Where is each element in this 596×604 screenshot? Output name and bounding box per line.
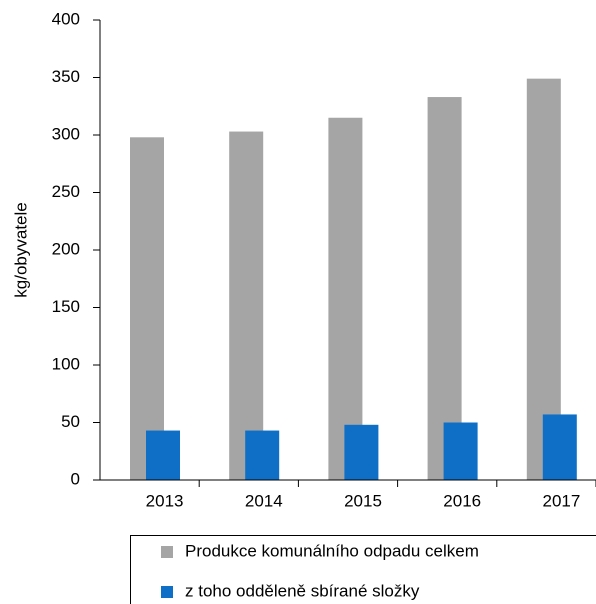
y-tick-label: 200 [52, 239, 80, 258]
y-tick-label: 50 [61, 412, 80, 431]
bar [146, 430, 180, 480]
bar [542, 414, 577, 480]
x-tick-label: 2014 [245, 491, 283, 510]
y-tick-label: 400 [52, 9, 80, 28]
bar [526, 78, 561, 481]
y-tick-label: 0 [71, 469, 80, 488]
x-tick-label: 2016 [443, 491, 481, 510]
y-tick-label: 150 [52, 297, 80, 316]
bar [427, 97, 462, 481]
legend-swatch [161, 586, 173, 598]
legend-label: Produkce komunálního odpadu celkem [185, 541, 479, 560]
bar [229, 131, 264, 481]
y-tick-label: 300 [52, 124, 80, 143]
bar [130, 137, 164, 481]
y-tick-label: 100 [52, 354, 80, 373]
legend-label: z toho odděleně sbírané složky [185, 581, 420, 600]
y-tick-label: 250 [52, 182, 80, 201]
x-tick-label: 2017 [542, 491, 580, 510]
bar [443, 422, 478, 480]
legend-box [130, 535, 596, 604]
legend-swatch [161, 546, 173, 558]
y-tick-label: 350 [52, 67, 80, 86]
y-axis-label: kg/obyvatele [11, 202, 30, 297]
bar [344, 424, 379, 480]
bar [328, 117, 363, 480]
x-tick-label: 2013 [146, 491, 184, 510]
x-tick-label: 2015 [344, 491, 382, 510]
bar [245, 430, 280, 480]
